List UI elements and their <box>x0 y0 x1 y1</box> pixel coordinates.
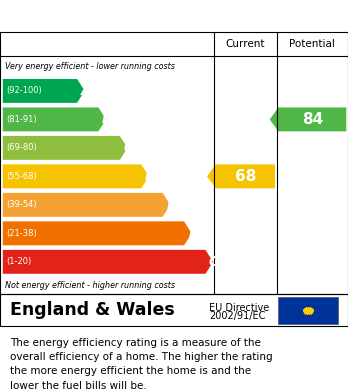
Text: (69-80): (69-80) <box>6 143 37 152</box>
Text: D: D <box>144 169 156 183</box>
Text: E: E <box>167 198 176 212</box>
Polygon shape <box>3 136 127 160</box>
Text: Not energy efficient - higher running costs: Not energy efficient - higher running co… <box>5 281 175 290</box>
Text: 68: 68 <box>235 169 256 184</box>
Polygon shape <box>270 108 346 131</box>
Bar <box>278 297 338 324</box>
Text: (55-68): (55-68) <box>6 172 37 181</box>
Text: C: C <box>124 141 134 155</box>
Text: overall efficiency of a home. The higher the rating: overall efficiency of a home. The higher… <box>10 352 273 362</box>
Text: F: F <box>188 226 198 240</box>
Text: (39-54): (39-54) <box>6 200 37 209</box>
Text: England & Wales: England & Wales <box>10 301 175 319</box>
Text: lower the fuel bills will be.: lower the fuel bills will be. <box>10 381 147 391</box>
Text: (81-91): (81-91) <box>6 115 37 124</box>
Polygon shape <box>3 221 192 245</box>
Text: EU Directive: EU Directive <box>209 303 269 313</box>
Text: (21-38): (21-38) <box>6 229 37 238</box>
Polygon shape <box>3 250 213 274</box>
Text: A: A <box>81 84 92 98</box>
Text: 84: 84 <box>302 112 323 127</box>
Text: Potential: Potential <box>290 39 335 49</box>
Polygon shape <box>3 108 106 131</box>
Text: (1-20): (1-20) <box>6 257 32 266</box>
Polygon shape <box>3 79 85 103</box>
Text: B: B <box>102 112 113 126</box>
Polygon shape <box>3 193 170 217</box>
Text: The energy efficiency rating is a measure of the: The energy efficiency rating is a measur… <box>10 338 261 348</box>
Text: Very energy efficient - lower running costs: Very energy efficient - lower running co… <box>5 62 175 71</box>
Text: (92-100): (92-100) <box>6 86 42 95</box>
Text: Energy Efficiency Rating: Energy Efficiency Rating <box>10 9 232 23</box>
Text: Current: Current <box>226 39 265 49</box>
Text: 2002/91/EC: 2002/91/EC <box>209 311 265 321</box>
Text: G: G <box>209 255 220 269</box>
Polygon shape <box>3 164 149 188</box>
Text: the more energy efficient the home is and the: the more energy efficient the home is an… <box>10 366 252 377</box>
Polygon shape <box>207 164 275 188</box>
